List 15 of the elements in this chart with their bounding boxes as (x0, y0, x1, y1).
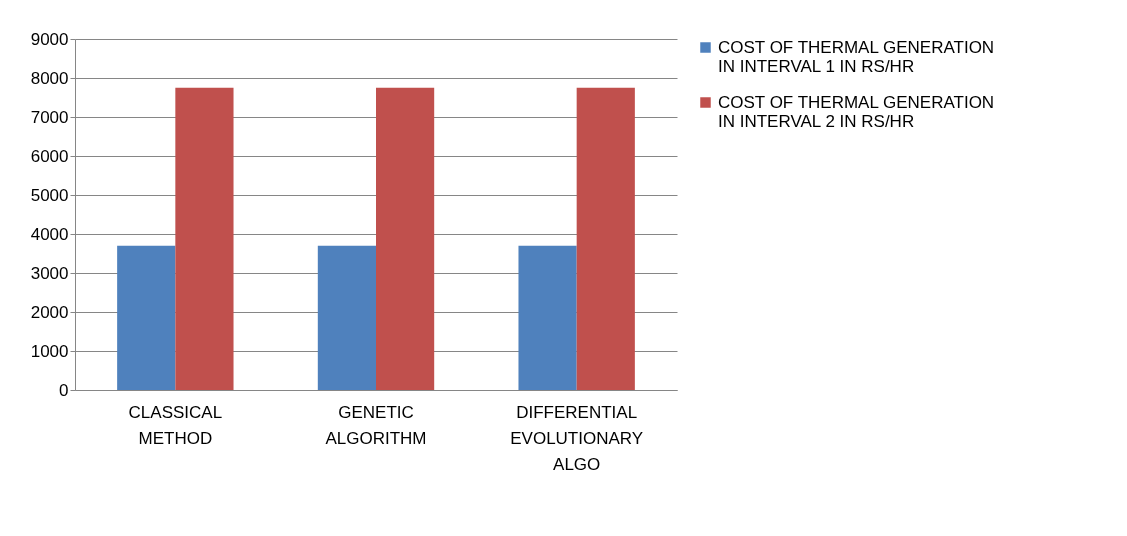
y-tick-label: 8000 (30, 68, 69, 88)
legend-label: COST OF THERMAL GENERATION IN INTERVAL 2 IN RS/HR (718, 92, 995, 131)
y-tick-label: 3000 (30, 263, 69, 283)
y-tick-label: 0 (59, 380, 69, 400)
y-tick-label: 7000 (30, 107, 69, 127)
legend-label: COST OF THERMAL GENERATION IN INTERVAL 1 IN RS/HR (718, 37, 995, 76)
y-tick-label: 1000 (30, 341, 69, 361)
y-tick-label: 6000 (30, 146, 69, 166)
y-tick-label: 5000 (30, 185, 69, 205)
y-tick-label: 9000 (30, 29, 69, 49)
x-tick-label: CLASSICAL METHOD (128, 402, 223, 448)
y-tick-label: 4000 (30, 224, 69, 244)
x-tick-label: DIFFERENTIAL EVOLUTIONARY ALGO (510, 402, 644, 474)
y-tick-label: 2000 (30, 302, 69, 322)
x-tick-label: GENETIC ALGORITHM (325, 402, 427, 448)
